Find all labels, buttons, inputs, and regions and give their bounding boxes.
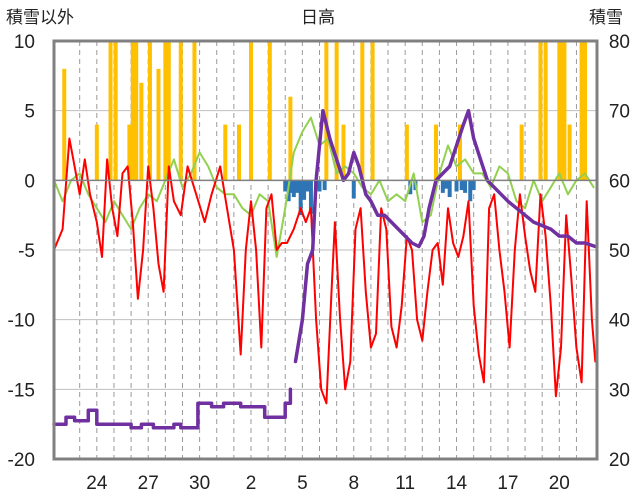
left-tick-label: 5	[24, 102, 35, 123]
snow_depth_change-bar	[283, 180, 288, 192]
precipitation-bar	[519, 124, 524, 181]
precipitation-bar	[108, 41, 113, 181]
left-tick-label: -20	[8, 450, 35, 471]
snow_depth_change-bar	[459, 180, 464, 191]
snow_depth_change-bar	[440, 180, 445, 193]
precipitation-bar	[156, 68, 161, 181]
x-tick-label: 30	[189, 473, 210, 494]
left-tick-label: 0	[24, 171, 35, 192]
chart-title: 日高	[301, 8, 335, 28]
precipitation-bar	[538, 41, 543, 181]
right-tick-label: 50	[609, 241, 630, 262]
x-tick-label: 14	[446, 473, 468, 494]
precipitation-bar	[557, 41, 562, 181]
bar-series	[62, 41, 588, 216]
precipitation-bar	[94, 124, 99, 181]
precipitation-bar	[248, 41, 253, 181]
precipitation-bar	[139, 82, 144, 181]
x-tick-label: 5	[297, 473, 308, 494]
left-tick-label: -5	[18, 241, 35, 262]
right-tick-label: 40	[609, 311, 630, 332]
x-tick-label: 17	[497, 473, 518, 494]
right-tick-label: 60	[609, 171, 630, 192]
precipitation-bar	[130, 41, 135, 181]
snow-depth-line	[52, 387, 293, 430]
snow_depth_change-bar	[447, 180, 452, 198]
snow_depth_change-bar	[444, 180, 449, 189]
precipitation-bar	[127, 124, 132, 181]
temperature-line	[53, 137, 597, 405]
precipitation-bar	[166, 41, 171, 181]
right-tick-label: 70	[609, 102, 630, 123]
x-tick-label: 11	[395, 473, 415, 494]
snow_depth_change-bar	[463, 180, 468, 193]
precipitation-bar	[267, 41, 272, 181]
snow_depth_change-bar	[295, 180, 300, 193]
left-tick-label: 10	[14, 32, 35, 53]
precipitation-bar	[223, 124, 228, 181]
precipitation-bar	[334, 41, 339, 181]
precipitation-bar	[543, 41, 548, 181]
wind-speed-line	[53, 116, 595, 258]
snow-depth-line-2	[293, 108, 598, 364]
precipitation-bar	[236, 124, 241, 181]
precipitation-bar	[113, 41, 118, 181]
x-tick-label: 2	[246, 473, 257, 494]
precipitation-bar	[324, 41, 329, 181]
precipitation-bar	[583, 41, 588, 181]
snow_depth_change-bar	[288, 180, 293, 193]
x-axis-tick-labels: 24 27 30 2 5 8 11 14 17 20	[86, 473, 570, 494]
precipitation-bar	[163, 41, 168, 181]
left-tick-label: -10	[8, 311, 35, 332]
precipitation-bar	[404, 124, 409, 181]
precipitation-bar	[288, 96, 293, 181]
left-axis-tick-labels: 10 5 0 -5 -10 -15 -20	[8, 32, 35, 471]
precipitation-bar	[147, 41, 152, 181]
precipitation-bar	[579, 41, 584, 181]
x-tick-label: 24	[86, 473, 108, 494]
precipitation-bar	[360, 41, 365, 181]
line-series	[52, 108, 598, 430]
left-tick-label: -15	[8, 380, 35, 401]
snow_depth_change-bar	[351, 180, 356, 199]
precipitation-bar	[192, 41, 197, 181]
snow_depth_change-bar	[471, 180, 476, 191]
left-axis-label: 積雪以外	[6, 8, 74, 28]
precipitation-bar	[178, 41, 183, 181]
snow_depth_change-bar	[308, 180, 313, 214]
right-tick-label: 20	[609, 450, 630, 471]
precipitation-bar	[433, 124, 438, 181]
snow_depth_change-bar	[305, 180, 310, 192]
snow_depth_change-bar	[468, 180, 473, 202]
right-axis-label: 積雪	[589, 8, 623, 28]
precipitation-bar	[457, 124, 462, 181]
precipitation-bar	[370, 41, 375, 181]
precipitation-bar	[134, 41, 139, 181]
precipitation-bar	[562, 41, 567, 181]
right-tick-label: 80	[609, 32, 630, 53]
x-tick-label: 27	[138, 473, 159, 494]
snow_depth_change-bar	[291, 180, 296, 198]
plot-frame	[52, 39, 599, 461]
snow_depth_change-bar	[317, 180, 322, 192]
snow_depth_change-bar	[322, 180, 327, 191]
right-axis-tick-labels: 80 70 60 50 40 30 20	[609, 32, 630, 471]
precipitation-bar	[341, 124, 346, 181]
snow_depth_change-bar	[454, 180, 459, 192]
precipitation-bar	[62, 68, 67, 181]
snow_depth_change-bar	[302, 180, 307, 200]
right-tick-label: 30	[609, 380, 630, 401]
x-tick-label: 8	[348, 473, 359, 494]
x-tick-label: 20	[549, 473, 570, 494]
precipitation-bar	[567, 124, 572, 181]
snow_depth_change-bar	[298, 180, 303, 216]
